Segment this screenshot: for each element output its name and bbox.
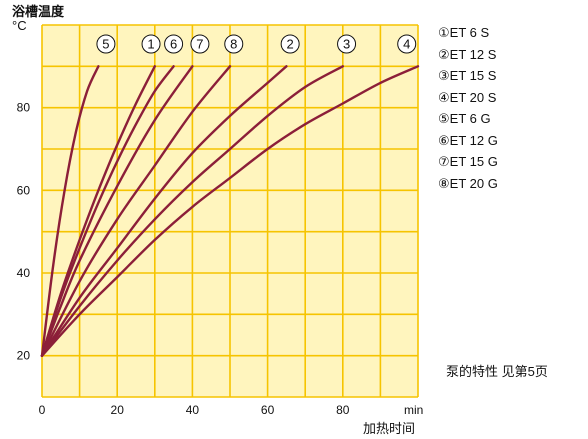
x-axis-unit: min <box>404 403 424 417</box>
curve-marker-circle <box>397 34 417 54</box>
curve-marker-circle <box>190 34 210 54</box>
legend-item: ①ET 6 S <box>438 25 490 40</box>
x-tick-label: 80 <box>336 403 350 417</box>
series-line-et-20-s <box>40 65 420 357</box>
x-tick-label: 60 <box>261 403 275 417</box>
curve-marker-circle <box>224 34 244 54</box>
curve-marker-circle <box>337 34 357 54</box>
legend: ①ET 6 S ②ET 12 S ③ET 15 S ④ET 20 S ⑤ET 6… <box>438 22 498 194</box>
legend-item: ④ET 20 S <box>438 89 497 105</box>
series-line-et-15-g <box>40 65 194 357</box>
series-line-et-6-g <box>40 65 100 357</box>
series-line-et-12-g <box>40 65 175 357</box>
curve-marker-label: 3 <box>343 37 350 52</box>
curve-marker-label: 6 <box>170 37 177 52</box>
curve-marker-label: 1 <box>147 37 154 52</box>
y-tick-label: 80 <box>17 101 31 115</box>
curve-markers: 5 1 6 7 8 2 3 4 <box>96 34 417 54</box>
x-tick-labels: 0 20 40 60 80 <box>39 403 350 417</box>
curve-marker-label: 8 <box>230 37 237 52</box>
legend-item: ⑤ET 6 G <box>438 111 491 126</box>
x-tick-label: 20 <box>111 403 125 417</box>
y-tick-label: 40 <box>17 266 31 280</box>
series-line-et-15-s <box>40 65 344 357</box>
curves <box>40 65 420 357</box>
series-line-et-12-s <box>40 65 288 357</box>
legend-item: ⑥ET 12 G <box>438 132 498 148</box>
curve-marker-circle <box>164 34 184 54</box>
series-line-et-6-s <box>40 65 156 357</box>
curve-marker-circle <box>280 34 300 54</box>
curve-marker-circle <box>96 34 116 54</box>
curve-marker-label: 5 <box>102 37 109 52</box>
x-tick-label: 40 <box>186 403 200 417</box>
curve-marker-label: 4 <box>403 37 410 52</box>
x-tick-label: 0 <box>39 403 46 417</box>
y-tick-label: 60 <box>17 183 31 197</box>
curve-marker-circle <box>141 34 161 54</box>
y-tick-label: 20 <box>17 349 31 363</box>
series-line-et-20-g <box>40 65 232 357</box>
legend-item: ②ET 12 S <box>438 46 497 62</box>
y-tick-labels: 20 40 60 80 <box>17 101 31 363</box>
y-axis-title: 浴槽温度 <box>12 4 65 19</box>
legend-item: ⑧ET 20 G <box>438 175 498 191</box>
curve-marker-label: 7 <box>196 37 203 52</box>
curve-marker-label: 2 <box>287 37 294 52</box>
legend-item: ③ET 15 S <box>438 68 497 83</box>
x-axis-title: 加热时间 <box>363 421 416 436</box>
y-axis-unit: °C <box>12 18 27 33</box>
legend-item: ⑦ET 15 G <box>438 154 498 169</box>
pump-characteristics-note: 泵的特性 见第5页 <box>446 364 548 379</box>
